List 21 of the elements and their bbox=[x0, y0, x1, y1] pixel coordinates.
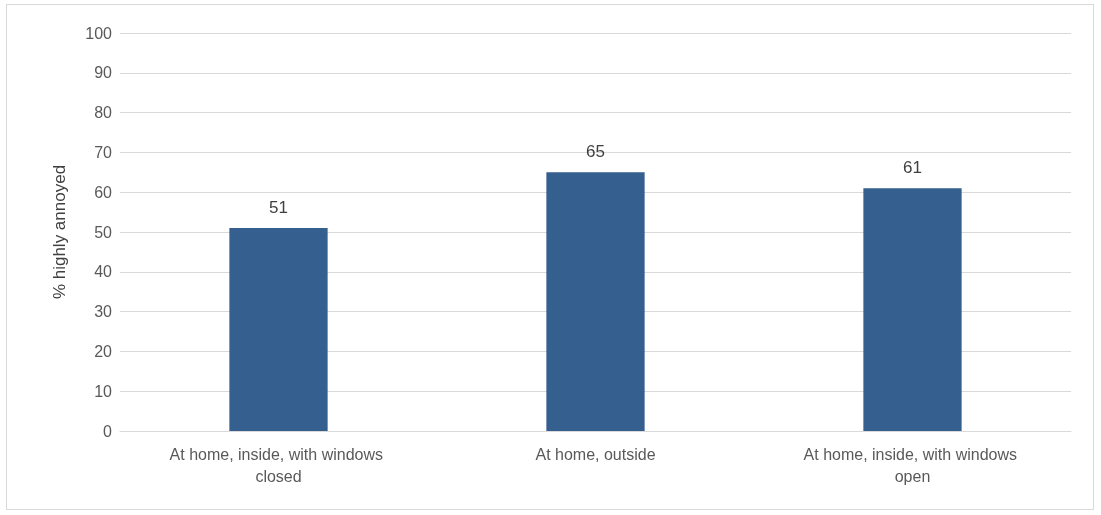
y-tick-label: 0 bbox=[103, 422, 113, 440]
y-tick-label: 60 bbox=[94, 183, 113, 201]
y-tick-label: 30 bbox=[94, 303, 113, 321]
x-tick-label: At home, outside bbox=[535, 445, 656, 463]
y-tick-label: 10 bbox=[94, 382, 113, 400]
y-tick-label: 50 bbox=[94, 223, 113, 241]
bar bbox=[546, 172, 645, 431]
y-tick-label: 100 bbox=[85, 24, 113, 42]
bar bbox=[863, 188, 962, 431]
data-label: 51 bbox=[269, 198, 288, 218]
y-axis-title: % highly annoyed bbox=[50, 164, 69, 300]
data-label: 61 bbox=[903, 158, 922, 178]
y-tick-label: 40 bbox=[94, 263, 113, 281]
x-tick-label: At home, inside, with windows open bbox=[803, 445, 1022, 485]
y-tick-label: 20 bbox=[94, 342, 113, 360]
bar bbox=[229, 228, 328, 431]
data-label: 65 bbox=[586, 142, 605, 162]
y-tick-label: 90 bbox=[94, 64, 113, 82]
x-tick-label: At home, inside, with windows closed bbox=[169, 445, 388, 485]
y-tick-label: 80 bbox=[94, 104, 113, 122]
y-tick-label: 70 bbox=[94, 143, 113, 161]
